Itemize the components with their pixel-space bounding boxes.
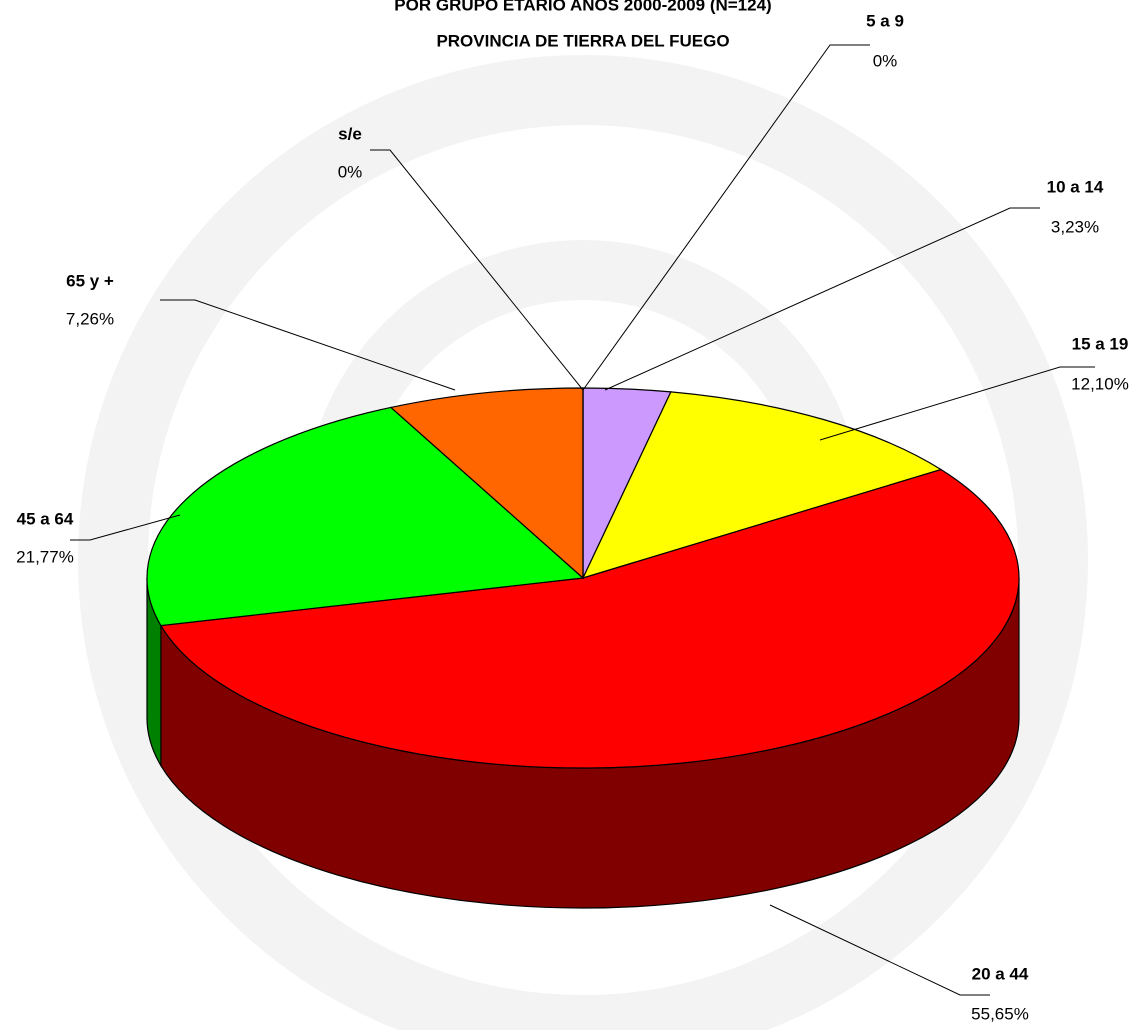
chart-title: POR GRUPO ETARIO AÑOS 2000-2009 (N=124) (394, 0, 771, 14)
value-label: 3,23% (1051, 217, 1099, 236)
slice-label: 65 y + (66, 271, 114, 290)
chart-subtitle: PROVINCIA DE TIERRA DEL FUEGO (436, 31, 729, 50)
pie-slice (146, 406, 585, 627)
value-label: 55,65% (971, 1004, 1029, 1023)
value-label: 21,77% (16, 547, 74, 566)
slice-label: 45 a 64 (17, 509, 74, 528)
slice-label: 10 a 14 (1047, 177, 1104, 196)
leader-line (370, 149, 584, 391)
pie-slice (389, 387, 584, 580)
value-label: 0% (873, 51, 898, 70)
leader-line (160, 299, 456, 391)
leader-line (604, 207, 1040, 391)
leader-line (582, 44, 870, 391)
leader-line (769, 904, 990, 996)
value-label: 12,10% (1071, 374, 1129, 393)
slice-label: 15 a 19 (1072, 334, 1129, 353)
value-label: 7,26% (66, 309, 114, 328)
leader-line (819, 366, 1095, 441)
slice-label: s/e (338, 124, 362, 143)
pie-slice (581, 391, 943, 579)
slice-label: 5 a 9 (866, 11, 904, 30)
pie-slice (159, 468, 1020, 769)
slice-label: 20 a 44 (972, 964, 1029, 983)
leader-line (70, 514, 181, 541)
value-label: 0% (338, 162, 363, 181)
